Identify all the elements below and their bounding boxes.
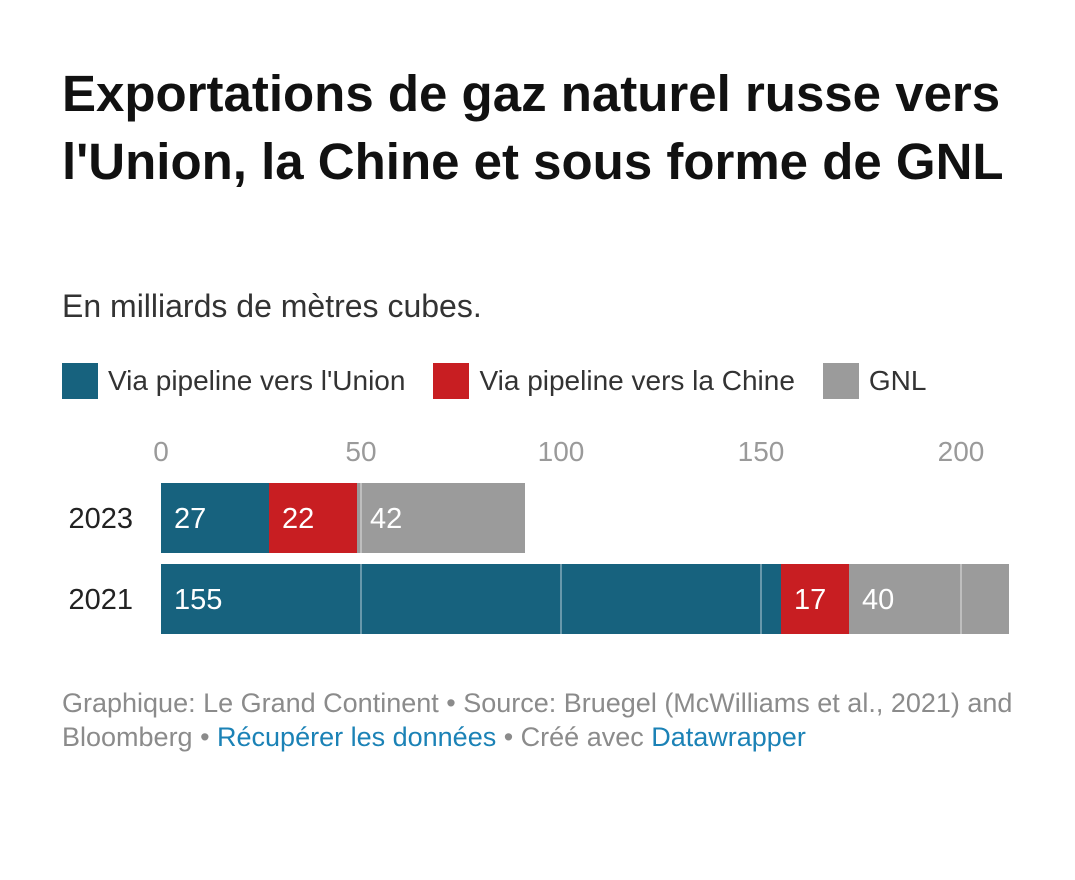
category-label: 2021 bbox=[68, 584, 133, 616]
chart-subtitle: En milliards de mètres cubes. bbox=[62, 288, 482, 324]
data-label: 17 bbox=[794, 584, 826, 616]
x-tick-label: 200 bbox=[938, 436, 985, 467]
bar-segment bbox=[357, 483, 525, 553]
bar-segment bbox=[269, 483, 357, 553]
x-tick-label: 50 bbox=[345, 436, 376, 467]
bar-segment bbox=[161, 483, 269, 553]
legend-label-union: Via pipeline vers l'Union bbox=[108, 365, 406, 396]
bar-chart: 0 50 100 150 200 2023 27 22 42 2021 155 17 40 bbox=[68, 436, 1009, 634]
legend-swatch-gnl bbox=[822, 363, 859, 399]
chart-footer: Graphique: Le Grand Continent • Source: … bbox=[62, 686, 1022, 754]
download-data-link[interactable]: Récupérer les données bbox=[217, 722, 497, 752]
data-label: 155 bbox=[174, 584, 222, 616]
legend-item-union: Via pipeline vers l'Union bbox=[62, 363, 405, 399]
data-label: 22 bbox=[282, 503, 314, 535]
legend-item-gnl: GNL bbox=[822, 363, 927, 399]
data-label: 40 bbox=[862, 584, 894, 616]
bar-segment bbox=[161, 564, 781, 634]
x-tick-label: 150 bbox=[738, 436, 785, 467]
legend-swatch-chine bbox=[433, 363, 470, 399]
footer-created-with: • Créé avec bbox=[496, 722, 652, 752]
x-tick-label: 0 bbox=[153, 436, 169, 467]
footer-credits: Graphique: Le Grand Continent • Source: … bbox=[62, 688, 1013, 752]
x-tick-label: 100 bbox=[538, 436, 585, 467]
datawrapper-link[interactable]: Datawrapper bbox=[651, 722, 806, 752]
data-label: 42 bbox=[370, 503, 402, 535]
bar-segment bbox=[781, 564, 849, 634]
legend-swatch-union bbox=[62, 363, 98, 399]
bar-segment bbox=[849, 564, 1009, 634]
data-label: 27 bbox=[174, 503, 206, 535]
category-label: 2023 bbox=[68, 503, 133, 535]
legend-label-chine: Via pipeline vers la Chine bbox=[479, 365, 795, 396]
chart-legend: Via pipeline vers l'Union Via pipeline v… bbox=[62, 362, 954, 400]
legend-label-gnl: GNL bbox=[868, 365, 927, 396]
chart-title: Exportations de gaz naturel russe vers l… bbox=[62, 65, 1004, 190]
legend-item-chine: Via pipeline vers la Chine bbox=[433, 363, 795, 399]
